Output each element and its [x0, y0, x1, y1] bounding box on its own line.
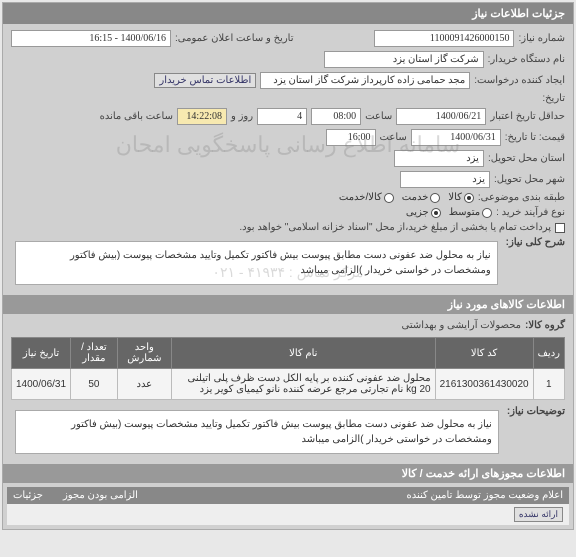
remaining-label: ساعت باقی مانده	[100, 111, 173, 122]
days-label: روز و	[231, 111, 253, 122]
credit-start-value: 1400/06/21	[396, 108, 486, 125]
footer-col1: الزامی بودن مجوز	[63, 490, 138, 501]
requester-label: ایجاد کننده درخواست:	[474, 75, 565, 86]
not-provided-button[interactable]: ارائه نشده	[514, 507, 563, 522]
radio-goods-service[interactable]: کالا/خدمت	[339, 192, 394, 203]
city-value: یزد	[400, 171, 490, 188]
cell-qty: 50	[71, 369, 118, 400]
need-summary-text: نیاز به محلول ضد عفونی دست مطابق پیوست ب…	[15, 241, 498, 285]
radio-goods-service-label: کالا/خدمت	[339, 192, 382, 203]
need-no-label: شماره نیاز:	[518, 33, 565, 44]
province-value: یزد	[394, 150, 484, 167]
permits-title: اطلاعات مجوزهای ارائه خدمت / کالا	[3, 464, 573, 483]
treasury-checkbox[interactable]	[555, 223, 565, 233]
goods-table: ردیف کد کالا نام کالا واحد شمارش تعداد /…	[11, 337, 565, 400]
group-label: گروه کالا:	[525, 320, 565, 331]
cell-code: 2161300361430020	[435, 369, 533, 400]
announce-label: تاریخ و ساعت اعلان عمومی:	[175, 33, 294, 44]
time-label-1: ساعت	[365, 111, 392, 122]
col-name: نام کالا	[171, 338, 435, 369]
contact-buyer-link[interactable]: اطلاعات تماس خریدار	[154, 73, 256, 88]
footer-title: اعلام وضعیت مجوز توسط تامین کننده	[406, 490, 563, 501]
price-to-time: 16:00	[326, 129, 376, 146]
notes-text: نیاز به محلول ضد عفونی دست مطابق پیوست ب…	[15, 410, 499, 454]
radio-service[interactable]: خدمت	[402, 192, 441, 203]
col-row: ردیف	[533, 338, 564, 369]
payment-note: پرداخت تمام یا بخشی از مبلغ خرید،از محل …	[239, 222, 551, 233]
cell-unit: عدد	[117, 369, 171, 400]
col-unit: واحد شمارش	[117, 338, 171, 369]
process-label: نوع فرآیند خرید :	[496, 207, 565, 218]
category-radio-group: کالا خدمت کالا/خدمت	[339, 192, 474, 203]
radio-small-label: جزیی	[406, 207, 429, 218]
remaining-value: 14:22:08	[177, 108, 227, 125]
group-value: محصولات آرایشی و بهداشتی	[402, 320, 522, 331]
date-label: تاریخ:	[542, 93, 565, 104]
city-label: شهر محل تحویل:	[494, 174, 565, 185]
days-value: 4	[257, 108, 307, 125]
need-no-value: 1100091426000150	[374, 30, 514, 47]
price-to-date: 1400/06/31	[411, 129, 501, 146]
col-code: کد کالا	[435, 338, 533, 369]
province-label: استان محل تحویل:	[488, 153, 565, 164]
col-date: تاریخ نیاز	[12, 338, 71, 369]
radio-goods-label: کالا	[448, 192, 462, 203]
category-label: طبقه بندی موضوعی:	[478, 192, 565, 203]
buyer-value: شرکت گاز استان یزد	[324, 51, 484, 68]
page-title: جزئیات اطلاعات نیاز	[3, 3, 573, 24]
goods-section-title: اطلاعات کالاهای مورد نیاز	[3, 295, 573, 314]
credit-start-label: حداقل تاریخ اعتبار	[490, 111, 565, 122]
radio-medium-label: متوسط	[449, 207, 480, 218]
requester-value: مجد حمامی زاده کارپرداز شرکت گاز استان ی…	[260, 72, 470, 89]
announce-value: 1400/06/16 - 16:15	[11, 30, 171, 47]
price-to-label: قیمت: تا تاریخ:	[505, 132, 565, 143]
col-qty: تعداد / مقدار	[71, 338, 118, 369]
cell-rownum: 1	[533, 369, 564, 400]
time-label-2: ساعت	[380, 132, 407, 143]
table-row: 1 2161300361430020 محلول ضد عفونی کننده …	[12, 369, 565, 400]
radio-service-label: خدمت	[402, 192, 429, 203]
radio-small[interactable]: جزیی	[406, 207, 441, 218]
radio-goods[interactable]: کالا	[448, 192, 474, 203]
need-summary-label: شرح کلی نیاز:	[506, 237, 565, 248]
cell-name: محلول ضد عفونی کننده بر پایه الکل دست ظر…	[171, 369, 435, 400]
notes-label: توضیحات نیاز:	[507, 406, 565, 417]
cell-date: 1400/06/31	[12, 369, 71, 400]
footer-col2: جزئیات	[13, 490, 43, 501]
buyer-label: نام دستگاه خریدار:	[488, 54, 565, 65]
time-value-1: 08:00	[311, 108, 361, 125]
radio-medium[interactable]: متوسط	[449, 207, 492, 218]
process-radio-group: متوسط جزیی	[406, 207, 492, 218]
